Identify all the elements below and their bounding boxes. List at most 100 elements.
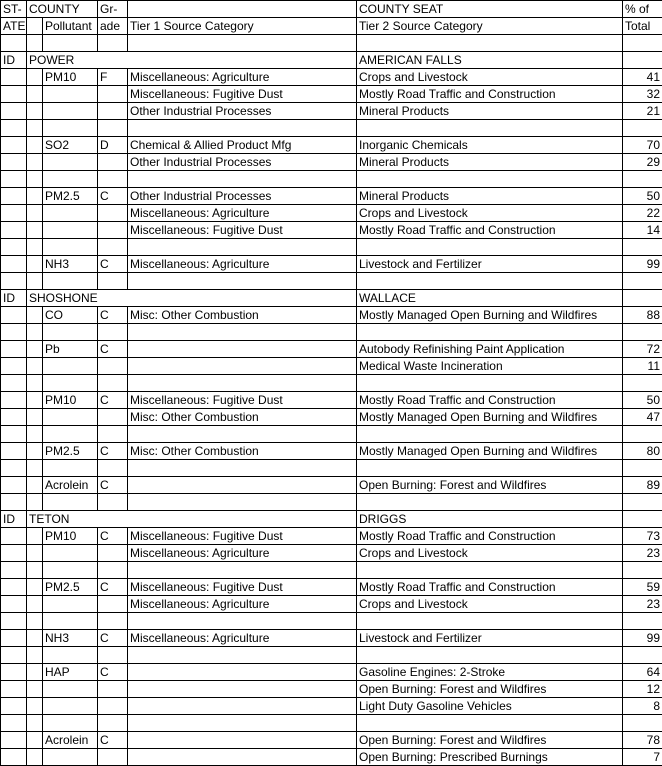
- table-cell: Crops and Livestock: [357, 205, 623, 222]
- table-cell: [27, 477, 43, 494]
- table-cell: [1, 256, 27, 273]
- table-cell: [43, 460, 98, 477]
- table-cell: [27, 443, 43, 460]
- table-cell: [43, 205, 98, 222]
- table-cell: Inorganic Chemicals: [357, 137, 623, 154]
- table-cell: Other Industrial Processes: [128, 188, 357, 205]
- table-cell: [27, 409, 43, 426]
- table-cell: [43, 613, 98, 630]
- table-cell: Crops and Livestock: [357, 545, 623, 562]
- table-cell: 64: [623, 664, 662, 681]
- table-cell: [43, 681, 98, 698]
- table-cell: 70: [623, 137, 662, 154]
- table-cell: [98, 613, 128, 630]
- table-cell: [27, 103, 43, 120]
- table-cell: [27, 545, 43, 562]
- table-header-cell: Pollutant: [43, 18, 98, 35]
- table-cell: Light Duty Gasoline Vehicles: [357, 698, 623, 715]
- table-cell: [98, 171, 128, 188]
- table-cell: [128, 171, 357, 188]
- table-cell: Chemical & Allied Product Mfg: [128, 137, 357, 154]
- table-cell: [98, 154, 128, 171]
- table-cell: [43, 375, 98, 392]
- table-cell: [43, 545, 98, 562]
- pollutant-source-table: ST-COUNTYGr-COUNTY SEAT% ofATEPollutanta…: [0, 0, 662, 766]
- table-cell: [98, 460, 128, 477]
- table-header-cell: COUNTY: [27, 1, 98, 18]
- table-cell: [1, 477, 27, 494]
- table-cell: Crops and Livestock: [357, 69, 623, 86]
- table-cell: [43, 222, 98, 239]
- table-cell: 7: [623, 749, 662, 766]
- table-cell: [128, 273, 357, 290]
- table-cell: [43, 103, 98, 120]
- table-cell: [128, 120, 357, 137]
- table-cell: [1, 528, 27, 545]
- table-cell: [43, 647, 98, 664]
- table-cell: Miscellaneous: Agriculture: [128, 630, 357, 647]
- table-cell: [1, 86, 27, 103]
- table-cell: [27, 664, 43, 681]
- table-cell: AMERICAN FALLS: [357, 52, 623, 69]
- table-cell: [98, 86, 128, 103]
- table-row: [1, 171, 662, 188]
- table-row: PM10CMiscellaneous: Fugitive DustMostly …: [1, 392, 662, 409]
- table-cell: Other Industrial Processes: [128, 154, 357, 171]
- table-cell: [128, 715, 357, 732]
- table-cell: Pb: [43, 341, 98, 358]
- table-cell: [128, 681, 357, 698]
- table-cell: [128, 647, 357, 664]
- table-header-cell: ATE: [1, 18, 27, 35]
- table-cell: [27, 273, 43, 290]
- table-cell: [98, 239, 128, 256]
- table-cell: [27, 137, 43, 154]
- table-header-cell: Total: [623, 18, 662, 35]
- table-cell: [128, 562, 357, 579]
- table-cell: [128, 341, 357, 358]
- table-cell: [27, 562, 43, 579]
- table-row: [1, 375, 662, 392]
- table-cell: [43, 120, 98, 137]
- table-header-cell: Tier 1 Source Category: [128, 18, 357, 35]
- table-cell: [1, 494, 27, 511]
- table-cell: Open Burning: Forest and Wildfires: [357, 477, 623, 494]
- table-cell: [1, 596, 27, 613]
- table-cell: Misc: Other Combustion: [128, 307, 357, 324]
- table-cell: C: [98, 732, 128, 749]
- table-row: [1, 35, 662, 52]
- table-row: NH3CMiscellaneous: AgricultureLivestock …: [1, 256, 662, 273]
- table-cell: 99: [623, 256, 662, 273]
- table-cell: [1, 392, 27, 409]
- table-cell: [43, 596, 98, 613]
- table-row: PM10FMiscellaneous: AgricultureCrops and…: [1, 69, 662, 86]
- table-cell: [43, 324, 98, 341]
- table-cell: 73: [623, 528, 662, 545]
- table-cell: [27, 154, 43, 171]
- table-row: Misc: Other CombustionMostly Managed Ope…: [1, 409, 662, 426]
- table-cell: 59: [623, 579, 662, 596]
- table-cell: C: [98, 392, 128, 409]
- table-cell: [1, 545, 27, 562]
- table-cell: [623, 120, 662, 137]
- county-name-cell: SHOSHONE: [27, 290, 357, 307]
- table-cell: [623, 426, 662, 443]
- table-row: [1, 426, 662, 443]
- table-row: [1, 324, 662, 341]
- table-cell: [43, 494, 98, 511]
- table-cell: [128, 35, 357, 52]
- table-cell: [27, 392, 43, 409]
- table-cell: 88: [623, 307, 662, 324]
- table-header-cell: ST-: [1, 1, 27, 18]
- table-cell: [98, 409, 128, 426]
- table-cell: [128, 664, 357, 681]
- table-cell: Miscellaneous: Agriculture: [128, 545, 357, 562]
- table-cell: Miscellaneous: Agriculture: [128, 596, 357, 613]
- table-cell: [43, 426, 98, 443]
- table-cell: [43, 749, 98, 766]
- table-cell: [623, 273, 662, 290]
- table-cell: [357, 171, 623, 188]
- table-cell: [1, 698, 27, 715]
- table-cell: 32: [623, 86, 662, 103]
- table-cell: [27, 579, 43, 596]
- table-header-cell: ade: [98, 18, 128, 35]
